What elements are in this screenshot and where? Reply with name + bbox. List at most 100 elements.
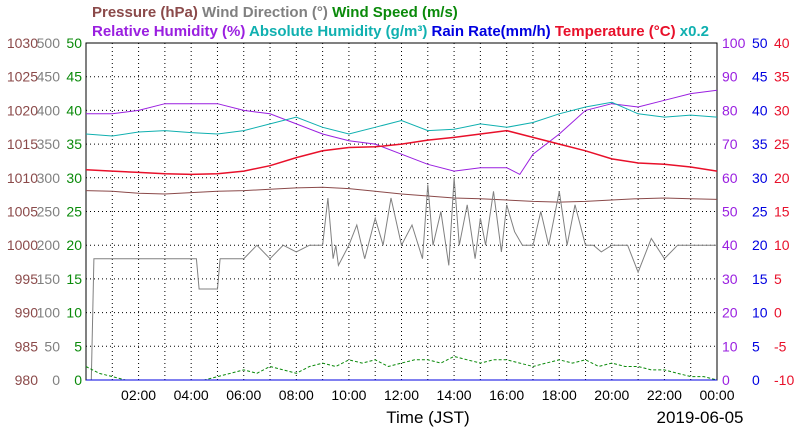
x-tick-label: 20:00 (594, 387, 629, 403)
rain_rate-tick: 20 (752, 237, 768, 253)
series-layer (85, 89, 718, 381)
relative_humidity-tick: 40 (722, 237, 738, 253)
x-tick-label: 10:00 (331, 387, 366, 403)
wind_direction-tick: 450 (37, 69, 61, 85)
relative_humidity-tick: 60 (722, 170, 738, 186)
x-axis-ticks: 02:00 04:00 06:00 08:00 10:00 12:00 14:00 16:00… (121, 387, 735, 403)
x-tick-label: 02:00 (121, 387, 156, 403)
pressure-tick: 985 (15, 338, 39, 354)
wind_speed-tick: 30 (66, 170, 82, 186)
relative_humidity-tick: 70 (722, 136, 738, 152)
x-tick-label: 00:00 (699, 387, 734, 403)
wind_direction-tick: 250 (37, 204, 61, 220)
temperature-tick: -5 (774, 338, 787, 354)
wind_direction-line (86, 177, 717, 381)
x-tick-label: 14:00 (437, 387, 472, 403)
rain_rate-tick: 5 (752, 338, 760, 354)
wind_speed-tick: 50 (66, 35, 82, 51)
pressure-tick: 995 (15, 271, 39, 287)
wind_direction-tick: 500 (37, 35, 61, 51)
grid-lines (86, 43, 717, 380)
rain_rate-tick: 30 (752, 170, 768, 186)
x-tick-label: 04:00 (174, 387, 209, 403)
wind_direction-tick: 400 (37, 102, 61, 118)
legend-abs_humidity_scale: x0.2 (676, 23, 709, 40)
temperature-tick: 10 (774, 237, 790, 253)
absolute_humidity-line (85, 101, 718, 137)
left-axis-ticks: 9809859909951000100510101015102010251030… (7, 35, 82, 388)
legend-wind_direction: Wind Direction (°) (198, 4, 328, 21)
x-tick-label: 12:00 (384, 387, 419, 403)
x-tick-label: 08:00 (279, 387, 314, 403)
rain_rate-tick: 15 (752, 271, 768, 287)
temperature-tick: 0 (774, 305, 782, 321)
rain_rate-tick: 10 (752, 305, 768, 321)
x-tick-label: 06:00 (226, 387, 261, 403)
rain_rate-tick: 45 (752, 69, 768, 85)
x-tick-label: 22:00 (647, 387, 682, 403)
legend-row-1: Pressure (hPa) Wind Direction (°) Wind S… (92, 4, 458, 21)
legend-relative_humidity: Relative Humidity (%) (92, 23, 245, 40)
x-tick-label: 18:00 (542, 387, 577, 403)
pressure-line (85, 186, 718, 203)
pressure-tick: 1010 (7, 170, 38, 186)
legend-absolute_humidity: Absolute Humidity (g/m³) (245, 23, 427, 40)
x-axis-label: Time (JST) (386, 408, 469, 427)
relative_humidity-tick: 100 (722, 35, 746, 51)
temperature-tick: 30 (774, 102, 790, 118)
pressure-tick: 1030 (7, 35, 38, 51)
rain_rate-tick: 40 (752, 102, 768, 118)
legend-row-2: Relative Humidity (%) Absolute Humidity … (92, 23, 709, 40)
relative_humidity-tick: 80 (722, 102, 738, 118)
rain_rate-tick: 50 (752, 35, 768, 51)
wind_direction-tick: 200 (37, 237, 61, 253)
rain_rate-tick: 0 (752, 372, 760, 388)
relative_humidity-tick: 10 (722, 338, 738, 354)
date-label: 2019-06-05 (657, 408, 744, 427)
wind_speed-tick: 20 (66, 237, 82, 253)
temperature-tick: 20 (774, 170, 790, 186)
wind_speed-tick: 15 (66, 271, 82, 287)
rain_rate-tick: 35 (752, 136, 768, 152)
temperature-tick: 35 (774, 69, 790, 85)
pressure-tick: 1020 (7, 102, 38, 118)
legend-pressure: Pressure (hPa) (92, 4, 198, 21)
temperature-tick: 15 (774, 204, 790, 220)
wind_speed-tick: 5 (74, 338, 82, 354)
temperature-tick: 25 (774, 136, 790, 152)
relative_humidity-tick: 90 (722, 69, 738, 85)
legend-rain_rate: Rain Rate(mm/h) (427, 23, 550, 40)
relative_humidity-tick: 50 (722, 204, 738, 220)
temperature-tick: -10 (774, 372, 794, 388)
pressure-tick: 980 (15, 372, 39, 388)
wind_speed-tick: 40 (66, 102, 82, 118)
pressure-tick: 990 (15, 305, 39, 321)
temperature-tick: 40 (774, 35, 790, 51)
pressure-tick: 1025 (7, 69, 38, 85)
right-axis-ticks: 0102030405060708090100051015202530354045… (722, 35, 794, 388)
rain_rate-tick: 25 (752, 204, 768, 220)
legend-wind_speed: Wind Speed (m/s) (328, 4, 458, 21)
wind_speed-tick: 25 (66, 204, 82, 220)
wind_direction-tick: 0 (52, 372, 60, 388)
relative_humidity-line (86, 89, 718, 176)
relative_humidity-tick: 30 (722, 271, 738, 287)
wind_speed-tick: 0 (74, 372, 82, 388)
temperature-tick: 5 (774, 271, 782, 287)
wind_speed-tick: 10 (66, 305, 82, 321)
legend-temperature: Temperature (°C) (551, 23, 676, 40)
pressure-tick: 1000 (7, 237, 38, 253)
wind_direction-tick: 350 (37, 136, 61, 152)
pressure-tick: 1015 (7, 136, 38, 152)
wind_speed-tick: 45 (66, 69, 82, 85)
wind_direction-tick: 50 (44, 338, 60, 354)
wind_direction-tick: 100 (37, 305, 61, 321)
wind_direction-tick: 150 (37, 271, 61, 287)
pressure-tick: 1005 (7, 204, 38, 220)
wind_speed-tick: 35 (66, 136, 82, 152)
relative_humidity-tick: 20 (722, 305, 738, 321)
wind_direction-tick: 300 (37, 170, 61, 186)
temperature-line (85, 129, 718, 176)
relative_humidity-tick: 0 (722, 372, 730, 388)
